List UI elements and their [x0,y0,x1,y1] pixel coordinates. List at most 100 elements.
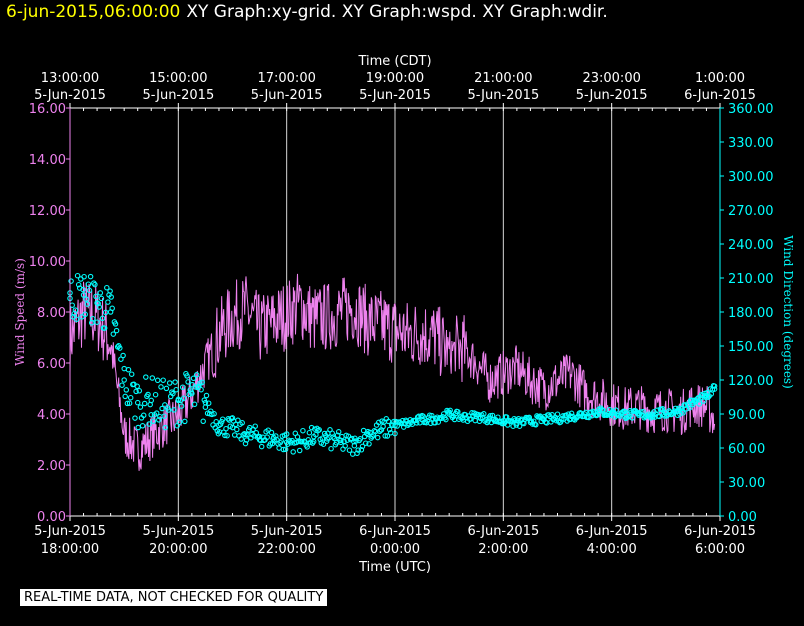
wind-direction-marker [170,390,176,397]
wind-direction-marker [93,293,99,300]
wind-direction-marker [371,427,378,434]
wind-direction-marker [89,315,96,322]
wind-direction-marker [424,417,431,424]
wind-direction-marker [600,407,606,413]
wind-direction-marker [202,404,209,410]
wind-direction-marker [295,438,302,445]
y-right-tick-label: 210.00 [728,272,774,287]
wind-direction-marker [124,400,131,407]
wind-direction-marker [81,273,87,280]
wind-direction-marker [158,384,164,390]
wind-direction-marker [413,420,420,426]
wind-direction-marker [447,407,453,414]
wind-direction-marker [290,449,296,455]
wind-direction-marker [184,373,190,379]
wind-direction-marker [148,412,154,418]
y-left-tick-label: 16.00 [29,102,66,117]
wind-direction-marker [152,391,159,398]
wind-direction-marker [145,391,151,398]
wind-direction-marker [554,411,561,417]
wind-direction-marker [101,325,108,331]
wind-direction-marker [526,414,533,421]
y-left-tick-label: 2.00 [37,459,66,474]
wind-direction-marker [243,437,250,443]
wind-direction-marker [377,428,383,435]
wind-direction-marker [385,418,392,425]
wind-direction-marker [267,441,274,447]
wind-direction-marker [331,435,338,442]
wind-direction-marker [487,412,494,419]
wind-direction-marker [252,423,258,429]
wind-direction-marker [276,445,282,451]
x-top-tick-label-date: 5-Jun-2015 [576,88,648,103]
wind-direction-marker [700,398,707,404]
wind-direction-marker [695,395,702,401]
x-top-tick-label-date: 5-Jun-2015 [34,88,106,103]
wind-direction-point [121,377,127,383]
wind-direction-marker [366,441,372,447]
wind-direction-marker [113,327,120,334]
wind-direction-marker [258,443,265,450]
wind-direction-marker [191,401,198,408]
wind-direction-marker [83,296,89,302]
x-tick-label-time: 0:00:00 [370,542,420,557]
wind-direction-marker [211,411,217,417]
y-left-tick-label: 14.00 [29,153,66,168]
wind-direction-marker [201,397,208,403]
wind-direction-marker [171,407,177,413]
wind-direction-marker [125,366,132,373]
wind-direction-marker [367,429,373,436]
wind-direction-marker [680,410,686,416]
y-right-tick-label: 240.00 [728,238,774,253]
wind-direction-marker [136,388,143,394]
wind-direction-marker [283,431,290,437]
x-top-tick-label-time: 21:00:00 [474,71,532,86]
wind-direction-marker [559,416,565,422]
y-right-tick-label: 150.00 [728,340,774,355]
wind-direction-marker [661,413,668,419]
wind-direction-marker [128,371,135,377]
wind-direction-marker [462,412,469,418]
x-tick-label-date: 5-Jun-2015 [251,524,323,539]
wind-direction-marker [382,433,388,439]
wind-direction-marker [135,424,141,431]
wind-direction-marker [141,400,148,407]
wind-direction-marker [621,408,628,415]
wind-direction-marker [310,438,317,445]
wind-speed-series [69,273,716,471]
wind-direction-marker [87,273,94,280]
header-graph-list: XY Graph:xy-grid. XY Graph:wspd. XY Grap… [186,2,608,22]
x-tick-label-date: 5-Jun-2015 [34,524,106,539]
wind-direction-marker [94,319,100,325]
wind-direction-marker [160,377,166,383]
wind-direction-marker [193,372,200,378]
quality-disclaimer: REAL-TIME DATA, NOT CHECKED FOR QUALITY [20,589,328,606]
y-right-tick-label: 30.00 [728,476,765,491]
wind-direction-marker [278,438,284,444]
wind-direction-marker [568,410,575,417]
x-top-tick-label-date: 6-Jun-2015 [684,88,756,103]
wind-direction-marker [354,450,360,457]
wind-direction-marker [73,316,80,322]
wind-direction-marker [84,301,91,307]
x-top-tick-label-time: 17:00:00 [257,71,315,86]
wind-direction-marker [150,418,157,424]
wind-direction-marker [119,382,125,388]
wind-direction-marker [222,432,228,439]
wind-direction-marker [75,281,82,288]
wind-direction-marker [223,425,229,432]
x-top-tick-label-time: 15:00:00 [149,71,207,86]
wind-direction-marker [227,423,234,430]
wind-direction-marker [156,417,162,423]
y-axis-label-right: Wind Direction (degrees) [781,235,795,389]
wind-direction-marker [146,421,152,427]
wind-direction-marker [149,375,156,381]
wind-direction-marker [217,421,224,428]
wind-direction-marker [234,426,240,433]
wind-direction-marker [676,405,682,412]
wind-direction-marker [178,403,185,409]
wind-direction-marker [429,412,435,419]
wind-direction-marker [80,286,86,293]
wind-direction-marker [74,272,81,279]
wind-direction-marker [357,436,364,442]
